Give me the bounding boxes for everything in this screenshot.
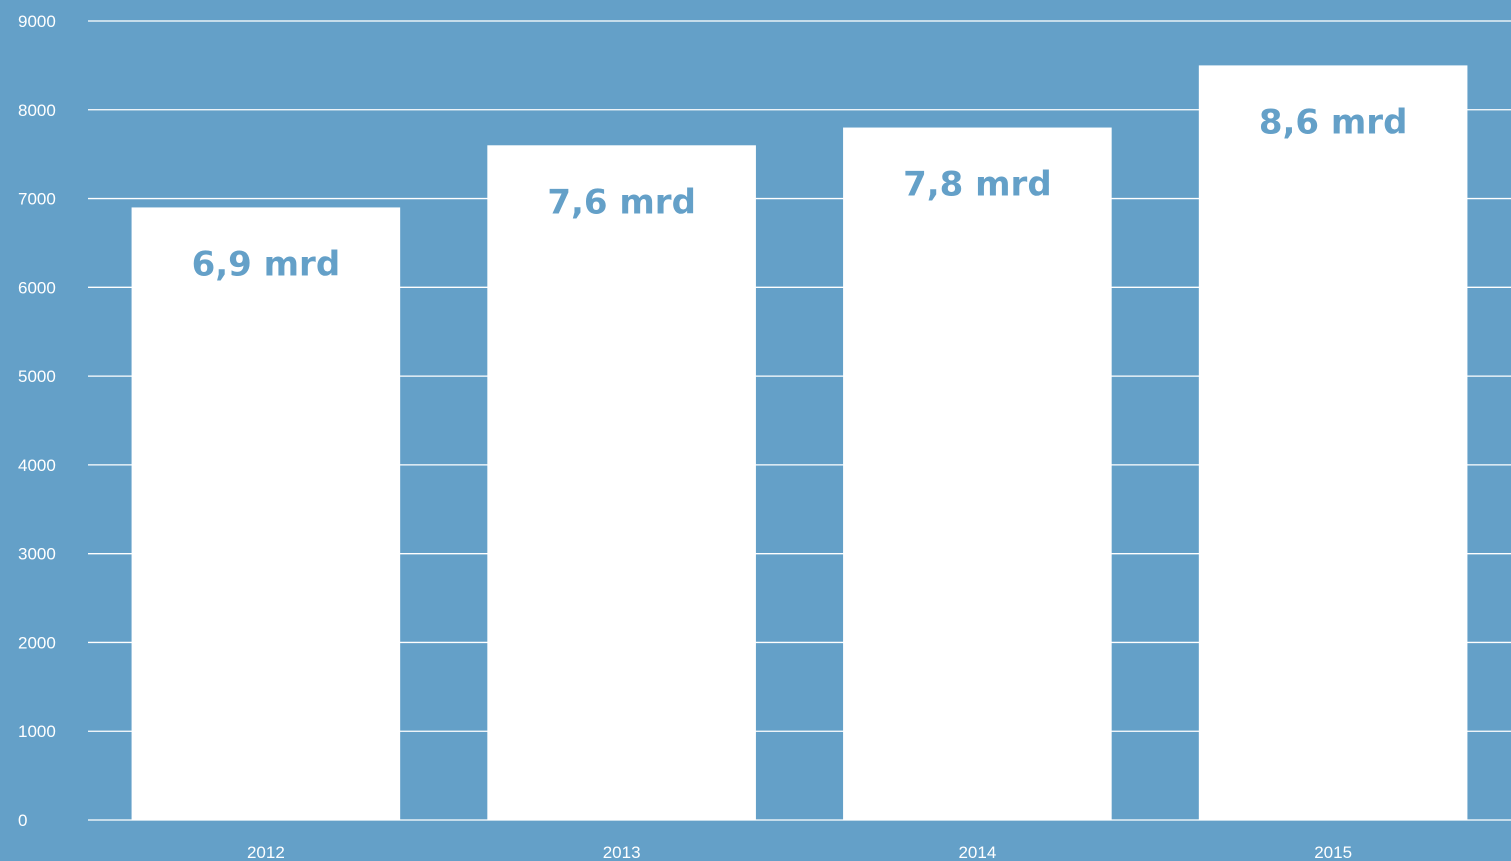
y-tick-label: 0 [18, 811, 27, 830]
x-axis-labels: 2012 2013 2014 2015 [247, 843, 1352, 861]
y-tick-label: 3000 [18, 545, 56, 564]
y-tick-label: 7000 [18, 190, 56, 209]
y-axis-labels: 0 1000 2000 3000 4000 5000 6000 7000 8000 9000 [18, 12, 56, 830]
bar-2014 [843, 127, 1112, 821]
y-tick-label: 5000 [18, 367, 56, 386]
y-tick-label: 4000 [18, 456, 56, 475]
x-tick-label-2013: 2013 [603, 843, 641, 861]
data-label-2013: 7,6 mrd [547, 182, 696, 222]
bars [131, 65, 1468, 821]
data-label-2012: 6,9 mrd [192, 244, 341, 284]
x-tick-label-2015: 2015 [1314, 843, 1352, 861]
data-labels: 6,9 mrd 7,6 mrd 7,8 mrd 8,6 mrd [192, 102, 1408, 284]
y-tick-label: 9000 [18, 12, 56, 31]
bar-2013 [487, 145, 756, 821]
y-tick-label: 6000 [18, 278, 56, 297]
bar-2015 [1198, 65, 1468, 820]
data-label-2014: 7,8 mrd [903, 165, 1052, 205]
x-tick-label-2012: 2012 [247, 843, 285, 861]
y-tick-label: 1000 [18, 722, 56, 741]
data-label-2015: 8,6 mrd [1259, 102, 1408, 142]
y-tick-label: 2000 [18, 633, 56, 652]
x-tick-label-2014: 2014 [958, 843, 996, 861]
y-tick-label: 8000 [18, 101, 56, 120]
bar-2012 [131, 207, 401, 820]
